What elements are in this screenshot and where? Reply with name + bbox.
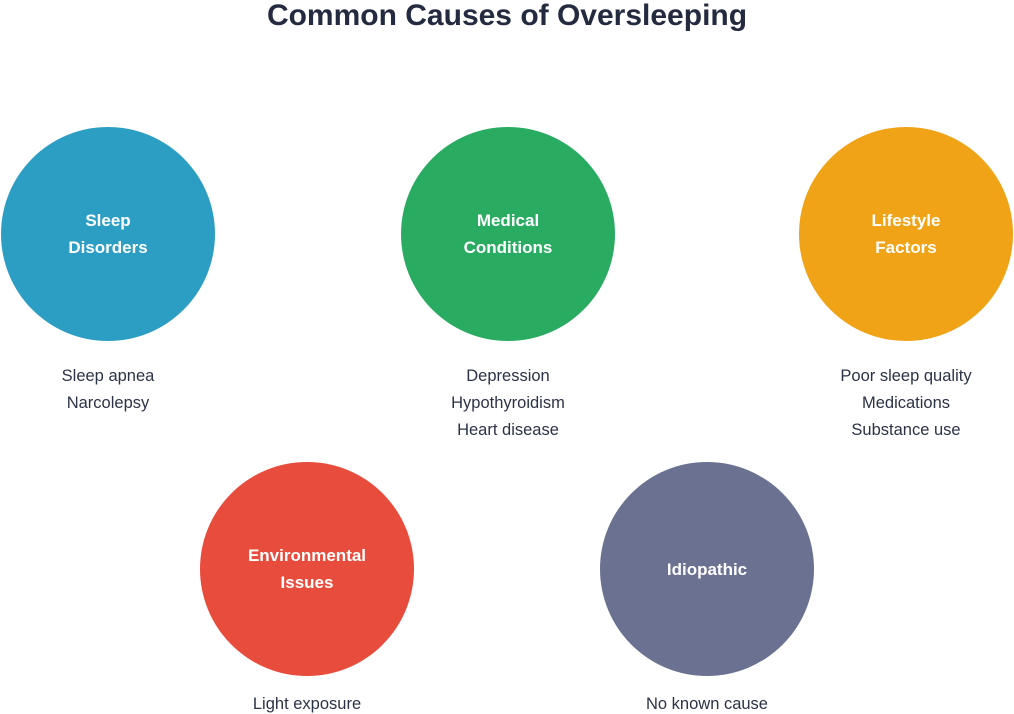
cause-label: Lifestyle Factors xyxy=(871,211,941,257)
node-sleep-disorders: Sleep Disorders Sleep apnea Narcolepsy xyxy=(1,127,215,417)
cause-label: Environmental Issues xyxy=(247,546,367,592)
node-medical-conditions: Medical Conditions Depression Hypothyroi… xyxy=(401,127,615,444)
cause-examples: Poor sleep quality Medications Substance… xyxy=(799,363,1013,444)
example-line: Light exposure xyxy=(252,695,362,713)
cause-circle-sleep-disorders: Sleep Disorders xyxy=(1,127,215,341)
example-line: Hypothyroidism xyxy=(451,394,565,412)
node-environmental-issues: Environmental Issues Light exposure xyxy=(200,462,414,714)
diagram-title: Common Causes of Oversleeping xyxy=(266,0,748,32)
example-line: No known cause xyxy=(646,695,768,713)
cause-label: Medical Conditions xyxy=(463,211,553,257)
example-line: Sleep apnea xyxy=(61,367,155,385)
cause-circle-medical-conditions: Medical Conditions xyxy=(401,127,615,341)
cause-label: Sleep Disorders xyxy=(68,211,148,257)
node-idiopathic: Idiopathic No known cause xyxy=(600,462,814,714)
node-lifestyle-factors: Lifestyle Factors Poor sleep quality Med… xyxy=(799,127,1013,444)
cause-circle-idiopathic: Idiopathic xyxy=(600,462,814,676)
cause-examples: No known cause xyxy=(600,691,814,714)
example-line: Depression xyxy=(466,367,550,385)
example-line: Heart disease xyxy=(457,421,559,439)
example-line: Substance use xyxy=(851,421,961,439)
cause-circle-environmental-issues: Environmental Issues xyxy=(200,462,414,676)
example-line: Medications xyxy=(861,394,951,412)
cause-examples: Light exposure xyxy=(200,691,414,714)
example-line: Poor sleep quality xyxy=(840,367,972,385)
cause-label: Idiopathic xyxy=(666,559,748,579)
cause-examples: Sleep apnea Narcolepsy xyxy=(1,363,215,417)
example-line: Narcolepsy xyxy=(66,394,150,412)
cause-circle-lifestyle-factors: Lifestyle Factors xyxy=(799,127,1013,341)
cause-examples: Depression Hypothyroidism Heart disease xyxy=(401,363,615,444)
